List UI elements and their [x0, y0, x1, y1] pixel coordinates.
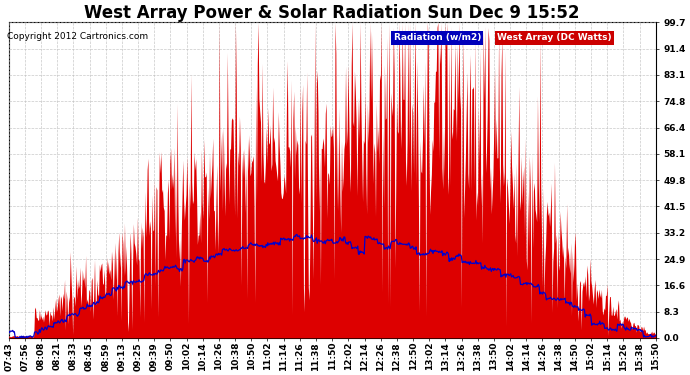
Text: Copyright 2012 Cartronics.com: Copyright 2012 Cartronics.com [7, 32, 148, 41]
Text: Radiation (w/m2): Radiation (w/m2) [394, 33, 481, 42]
Title: West Array Power & Solar Radiation Sun Dec 9 15:52: West Array Power & Solar Radiation Sun D… [84, 4, 580, 22]
Text: West Array (DC Watts): West Array (DC Watts) [497, 33, 612, 42]
